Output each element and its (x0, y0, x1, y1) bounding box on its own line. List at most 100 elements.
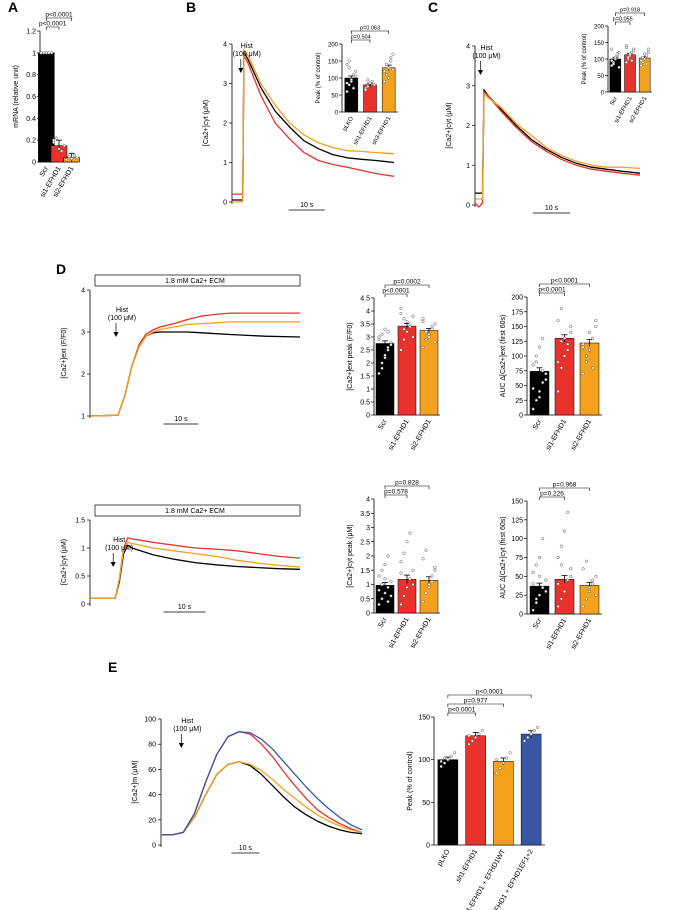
data-point (591, 582, 595, 586)
y-tick-label: 4 (366, 309, 370, 316)
data-point (541, 336, 545, 340)
data-point (386, 348, 390, 352)
data-point (541, 381, 545, 385)
y-tick-label: 175 (511, 309, 523, 316)
data-point (562, 336, 567, 340)
data-point (52, 140, 56, 144)
data-point (495, 771, 499, 775)
data-point (544, 578, 548, 582)
data-point (386, 345, 390, 349)
data-point (556, 389, 560, 393)
bar-2 (554, 338, 575, 416)
data-point (439, 764, 443, 769)
data-point (377, 588, 381, 592)
p-value-label: p=0.828 (395, 480, 419, 487)
p-value-label: p=0.977 (464, 698, 488, 705)
y-tick-label: 2 (81, 372, 85, 379)
arrow-head (178, 743, 184, 748)
y-tick-label: 0 (32, 160, 36, 167)
data-point (427, 582, 431, 587)
y-axis-title: mRNA (relative unit) (13, 65, 20, 128)
data-point (399, 602, 403, 607)
y-tick-label: 125 (511, 339, 523, 346)
data-point (391, 67, 395, 72)
y-tick-label: 150 (594, 41, 605, 47)
x-tick-label: Scr (532, 418, 544, 431)
hist-annotation: Hist (113, 537, 125, 544)
data-point (591, 366, 595, 370)
y-tick-label: 1.5 (360, 568, 370, 575)
data-point (399, 312, 403, 316)
data-point (581, 345, 585, 349)
y-tick-label: 1 (366, 387, 370, 394)
data-point (433, 568, 437, 572)
hist-concentration: (100 μM) (472, 53, 500, 60)
data-point (354, 69, 358, 73)
y-axis-title: [Ca2+]ext (F/F0) (61, 327, 68, 378)
significance-bracket (384, 293, 408, 297)
y-tick-label: 0.8 (26, 72, 36, 79)
y-tick-label: 50 (515, 574, 523, 581)
bar-3 (579, 342, 600, 416)
y-axis-title: Peak (% of control) (407, 751, 414, 811)
series-line-1 (232, 51, 395, 201)
data-point (559, 339, 563, 343)
data-point (380, 568, 384, 572)
y-tick-label: 3.5 (360, 322, 370, 329)
data-point (349, 79, 353, 83)
y-tick-label: 150 (511, 499, 523, 506)
data-point (421, 319, 425, 323)
data-point (389, 580, 393, 584)
data-point (505, 756, 509, 760)
data-point (536, 725, 540, 729)
data-point (442, 756, 447, 760)
y-tick-label: 1 (32, 50, 36, 57)
data-point (587, 586, 592, 590)
scale-bar-label: 10 s (178, 604, 192, 611)
data-point (408, 322, 412, 326)
data-point (594, 319, 598, 323)
data-point (624, 45, 628, 50)
data-point (411, 335, 415, 339)
data-point (569, 567, 573, 571)
data-point (347, 83, 351, 87)
data-point (405, 319, 409, 323)
data-point (389, 594, 393, 598)
data-point (566, 578, 570, 582)
y-tick-label: 20 (148, 817, 156, 824)
bar-2 (624, 54, 636, 93)
p-value-label: p=0.578 (384, 489, 408, 496)
data-point (537, 574, 542, 578)
data-point (372, 83, 376, 87)
data-point (541, 369, 545, 373)
y-tick-label: 60 (148, 767, 156, 774)
series-line-3 (161, 761, 363, 836)
data-point (411, 582, 415, 587)
x-tick-label: pLKO (342, 116, 355, 133)
data-point (345, 62, 349, 66)
y-tick-label: 125 (511, 517, 523, 524)
significance-bracket (539, 283, 590, 287)
data-point (477, 732, 481, 736)
x-tick-label: Scr (377, 418, 389, 431)
data-point (544, 589, 548, 593)
y-tick-label: 2.5 (360, 348, 370, 355)
y-tick-label: 150 (328, 60, 339, 66)
chart-a-mrna: 0 0.2 0.4 0.6 0.8 1 1.2 mRNA (relative unit) Scr… (13, 12, 80, 199)
y-tick-label: 2 (466, 123, 470, 130)
p-value-label: p<0.0001 (45, 12, 73, 19)
data-point (377, 574, 381, 578)
significance-bracket (615, 12, 645, 16)
p-value-label: p<0.0001 (551, 278, 579, 285)
y-tick-label: 1.5 (360, 374, 370, 381)
ecm-label: 1.8 mM Ca2+ ECM (165, 508, 225, 515)
data-point (380, 582, 384, 587)
data-point (408, 577, 412, 581)
data-point (384, 73, 389, 77)
data-point (470, 739, 474, 743)
y-tick-label: 50 (597, 74, 604, 80)
chart-d2-peak: 00.511.522.533.54[Ca2+]cyt peak (μM)Scrs… (347, 480, 440, 650)
y-axis-title: [Ca2+]m (μM) (132, 760, 139, 803)
chart-d2-auc: 0 25 50 75 100 125 150 AUC Δ[Ca2+]cyt (first 60… (500, 482, 602, 651)
hist-concentration: (100 μM) (173, 726, 201, 733)
